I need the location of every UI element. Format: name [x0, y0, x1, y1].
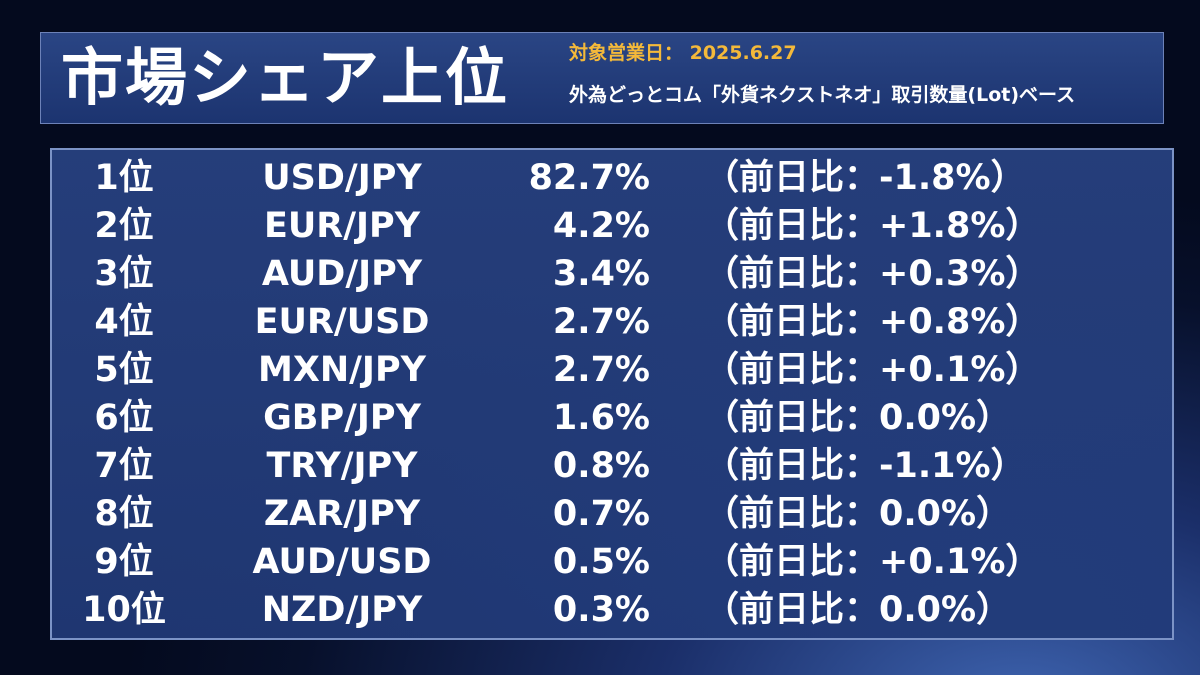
currency-pair-cell: USD/JPY	[262, 158, 422, 198]
market-share-cell: 3.4%	[552, 254, 650, 294]
day-change-cell: （前日比：-1.1%）	[704, 446, 1026, 486]
day-change-cell: （前日比：+0.1%）	[704, 350, 1041, 390]
rank-cell: 9位	[94, 542, 154, 582]
currency-pair-cell: AUD/JPY	[261, 254, 423, 294]
market-share-cell: 4.2%	[552, 206, 650, 246]
rank-cell: 4位	[94, 302, 154, 342]
currency-pair-cell: TRY/JPY	[266, 446, 418, 486]
day-change-cell: （前日比：0.0%）	[704, 590, 1012, 630]
market-share-cell: 1.6%	[552, 398, 650, 438]
ranking-table: 1位 USD/JPY 82.7% （前日比：-1.8%） 2位 EUR/JPY …	[50, 148, 1174, 640]
rank-cell: 7位	[94, 446, 154, 486]
table-row: 7位 TRY/JPY 0.8% （前日比：-1.1%）	[52, 442, 1172, 490]
rank-cell: 5位	[94, 350, 154, 390]
market-share-cell: 0.7%	[552, 494, 650, 534]
table-row: 5位 MXN/JPY 2.7% （前日比：+0.1%）	[52, 346, 1172, 394]
table-row: 2位 EUR/JPY 4.2% （前日比：+1.8%）	[52, 202, 1172, 250]
market-share-cell: 2.7%	[552, 350, 650, 390]
market-share-cell: 0.3%	[552, 590, 650, 630]
day-change-cell: （前日比：-1.8%）	[704, 158, 1026, 198]
rank-cell: 6位	[94, 398, 154, 438]
data-basis-note: 外為どっとコム「外貨ネクストネオ」取引数量(Lot)ベース	[569, 84, 1076, 106]
market-share-cell: 0.5%	[552, 542, 650, 582]
business-date: 対象営業日： 2025.6.27	[569, 42, 797, 64]
day-change-cell: （前日比：0.0%）	[704, 398, 1012, 438]
table-row: 9位 AUD/USD 0.5% （前日比：+0.1%）	[52, 538, 1172, 586]
header-panel: 市場シェア上位 対象営業日： 2025.6.27 外為どっとコム「外貨ネクストネ…	[40, 32, 1164, 124]
rank-cell: 10位	[82, 590, 166, 630]
day-change-cell: （前日比：+0.3%）	[704, 254, 1041, 294]
rank-cell: 8位	[94, 494, 154, 534]
currency-pair-cell: AUD/USD	[252, 542, 432, 582]
table-row: 4位 EUR/USD 2.7% （前日比：+0.8%）	[52, 298, 1172, 346]
page-title: 市場シェア上位	[61, 41, 510, 114]
market-share-cell: 2.7%	[552, 302, 650, 342]
table-row: 1位 USD/JPY 82.7% （前日比：-1.8%）	[52, 154, 1172, 202]
rank-cell: 1位	[94, 158, 154, 198]
day-change-cell: （前日比：+0.1%）	[704, 542, 1041, 582]
rank-cell: 2位	[94, 206, 154, 246]
day-change-cell: （前日比：+1.8%）	[704, 206, 1041, 246]
currency-pair-cell: MXN/JPY	[258, 350, 426, 390]
table-row: 6位 GBP/JPY 1.6% （前日比：0.0%）	[52, 394, 1172, 442]
table-row: 10位 NZD/JPY 0.3% （前日比：0.0%）	[52, 586, 1172, 634]
table-row: 8位 ZAR/JPY 0.7% （前日比：0.0%）	[52, 490, 1172, 538]
currency-pair-cell: ZAR/JPY	[263, 494, 421, 534]
currency-pair-cell: EUR/USD	[254, 302, 430, 342]
currency-pair-cell: EUR/JPY	[263, 206, 421, 246]
market-share-cell: 82.7%	[528, 158, 650, 198]
day-change-cell: （前日比：+0.8%）	[704, 302, 1041, 342]
rank-cell: 3位	[94, 254, 154, 294]
table-row: 3位 AUD/JPY 3.4% （前日比：+0.3%）	[52, 250, 1172, 298]
market-share-cell: 0.8%	[552, 446, 650, 486]
currency-pair-cell: NZD/JPY	[261, 590, 423, 630]
currency-pair-cell: GBP/JPY	[263, 398, 421, 438]
day-change-cell: （前日比：0.0%）	[704, 494, 1012, 534]
